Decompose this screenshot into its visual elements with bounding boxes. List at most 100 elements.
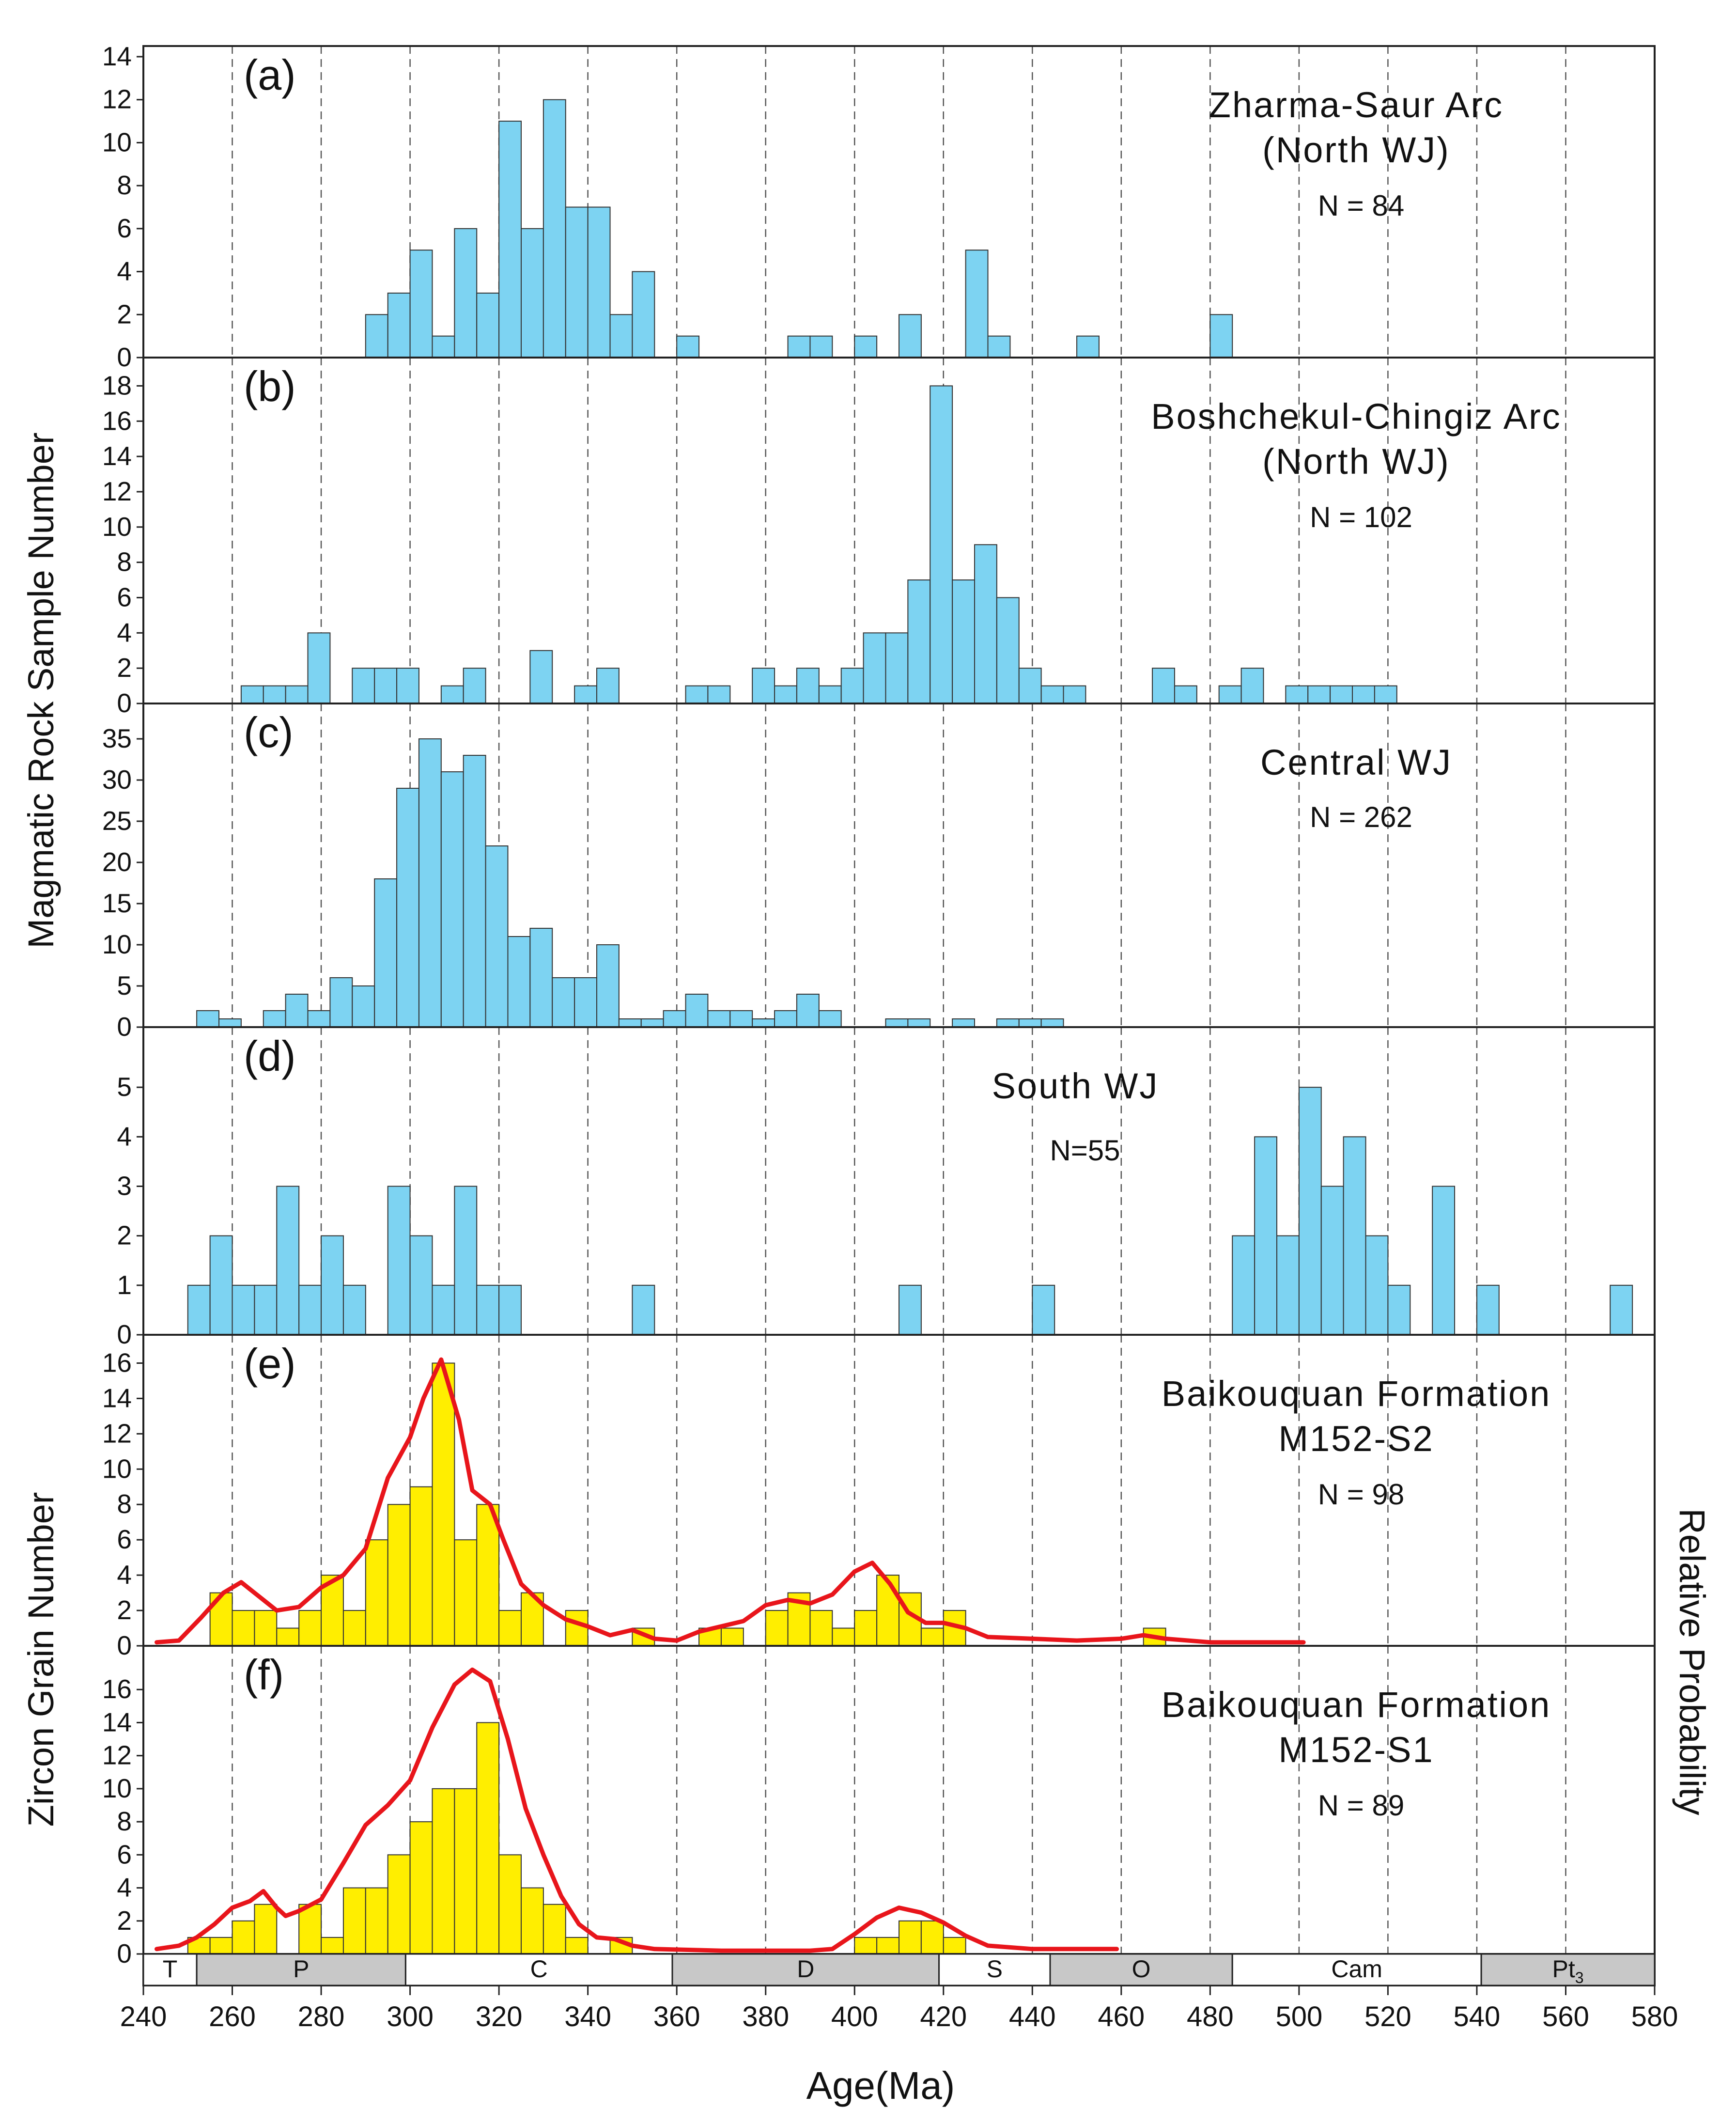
histogram-bar <box>1374 685 1397 704</box>
y-tick-label: 4 <box>117 1560 132 1590</box>
histogram-bar <box>307 1010 331 1028</box>
histogram-bar <box>854 1937 878 1955</box>
y-tick-label: 15 <box>102 888 132 918</box>
panel-label: (b) <box>244 362 296 410</box>
histogram-bar <box>374 878 398 1028</box>
y-tick-label: 12 <box>102 476 132 506</box>
histogram-bar <box>1040 685 1064 704</box>
histogram-bar <box>552 977 575 1028</box>
period-box <box>938 1953 1051 1986</box>
histogram-bar <box>476 292 500 359</box>
y-tick-label: 14 <box>102 1383 132 1413</box>
histogram-bar <box>529 928 553 1028</box>
histogram-bar <box>1018 1018 1042 1028</box>
y-tick-label: 0 <box>117 1319 132 1349</box>
panel-title: South WJ <box>992 1066 1159 1106</box>
histogram-bar <box>440 771 464 1028</box>
histogram-bar <box>574 977 598 1028</box>
x-tick-label: 460 <box>1098 2001 1145 2032</box>
histogram-bar <box>899 314 922 358</box>
histogram-bar <box>352 985 375 1028</box>
x-tick-label: 580 <box>1631 2001 1678 2032</box>
period-box <box>1049 1953 1233 1986</box>
y-tick-label: 14 <box>102 41 132 71</box>
histogram-bar <box>974 544 997 704</box>
histogram-bar <box>409 1486 433 1646</box>
panel-subtitle: M152-S2 <box>1278 1419 1434 1459</box>
y-tick-label: 12 <box>102 84 132 114</box>
histogram-bar <box>587 206 611 358</box>
panel-subtitle: M152-S1 <box>1278 1730 1434 1770</box>
sample-count: N = 102 <box>1310 501 1412 533</box>
histogram-bar <box>387 1186 411 1335</box>
sample-count: N = 84 <box>1318 189 1404 222</box>
histogram-bar <box>774 685 797 704</box>
y-tick-label: 25 <box>102 806 132 836</box>
histogram-bar <box>440 685 464 704</box>
y-title-top: Magmatic Rock Sample Number <box>21 432 61 948</box>
y-title-bottom: Zircon Grain Number <box>21 1492 61 1827</box>
histogram-bar <box>885 632 909 704</box>
histogram-bar <box>409 1235 433 1336</box>
x-tick-label: 320 <box>476 2001 523 2032</box>
y-tick-label: 2 <box>117 1906 132 1936</box>
y-tick-label: 35 <box>102 723 132 753</box>
period-label: O <box>1132 1955 1151 1983</box>
histogram-bar <box>418 738 442 1028</box>
panel-label: (e) <box>244 1340 296 1388</box>
y-tick-label: 12 <box>102 1740 132 1770</box>
histogram-bar <box>485 845 509 1028</box>
y-tick-label: 12 <box>102 1418 132 1448</box>
histogram-bar <box>542 99 566 358</box>
histogram-bar <box>1610 1284 1633 1335</box>
histogram-bar <box>952 1018 976 1028</box>
histogram-bar <box>840 668 864 704</box>
histogram-bar <box>876 1575 900 1647</box>
panel-title: Boshchekul-Chingiz Arc <box>1151 396 1561 437</box>
histogram-bar <box>232 1920 255 1955</box>
y-tick-label: 2 <box>117 299 132 329</box>
y-tick-label: 6 <box>117 582 132 612</box>
y-tick-label: 4 <box>117 256 132 286</box>
x-tick-label: 300 <box>387 2001 434 2032</box>
y-tick-label: 8 <box>117 1806 132 1836</box>
histogram-bar <box>818 685 842 704</box>
period-label: Cam <box>1331 1955 1382 1983</box>
histogram-bar <box>765 1610 789 1647</box>
histogram-bar <box>454 1539 478 1647</box>
histogram-bar <box>876 1937 900 1955</box>
histogram-bar <box>1218 685 1242 704</box>
histogram-bar <box>476 1722 500 1954</box>
histogram-bar <box>321 1235 344 1336</box>
y-tick-label: 16 <box>102 1347 132 1377</box>
histogram-bar <box>1174 685 1197 704</box>
y-tick-label: 4 <box>117 617 132 647</box>
x-tick-label: 280 <box>298 2001 345 2032</box>
y-tick-label: 18 <box>102 370 132 400</box>
histogram-bar <box>1432 1186 1456 1335</box>
histogram-bar <box>209 1235 233 1336</box>
histogram-bar <box>1076 335 1100 359</box>
histogram-bar <box>676 335 700 359</box>
histogram-bar <box>965 250 989 359</box>
histogram-bar <box>432 1362 455 1647</box>
y-tick-label: 16 <box>102 1674 132 1704</box>
histogram-bar <box>432 335 455 359</box>
histogram-bar <box>218 1018 242 1028</box>
histogram-bar <box>1343 1136 1366 1335</box>
panel-title: Baikouquan Formation <box>1162 1685 1551 1725</box>
histogram-bar <box>809 335 833 359</box>
histogram-bar <box>707 1010 731 1028</box>
histogram-bar <box>1352 685 1375 704</box>
histogram-bar <box>454 1788 478 1955</box>
period-box <box>1231 1953 1482 1986</box>
histogram-bar <box>387 1854 411 1954</box>
histogram-bar <box>374 668 398 704</box>
y-tick-label: 2 <box>117 1595 132 1625</box>
histogram-bar <box>752 1018 775 1028</box>
sample-count: N = 89 <box>1318 1789 1404 1822</box>
histogram-bar <box>463 755 486 1028</box>
histogram-bar <box>298 1284 322 1335</box>
histogram-bar <box>498 121 522 358</box>
